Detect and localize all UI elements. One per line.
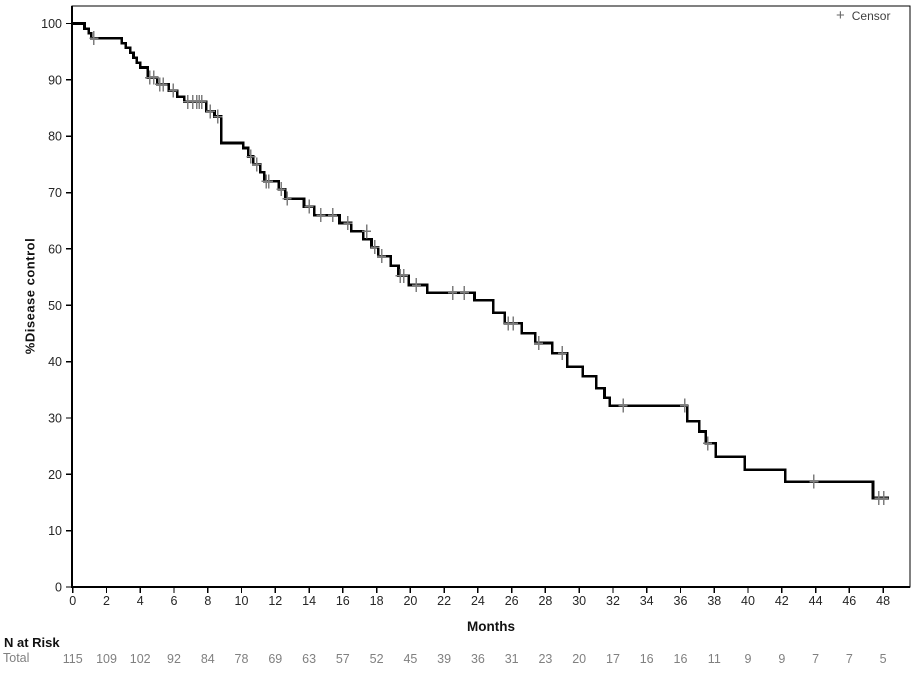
n-at-risk-count: 7 [812,652,819,666]
x-tick-label: 14 [302,594,316,608]
y-tick-label: 40 [48,355,62,369]
x-tick-label: 6 [171,594,178,608]
censor-plus-icon: + [836,7,845,24]
y-tick-label: 80 [48,130,62,144]
n-at-risk-count: 9 [745,652,752,666]
x-tick-label: 8 [204,594,211,608]
x-tick-label: 32 [606,594,620,608]
legend: + Censor [836,7,891,24]
n-at-risk-count: 17 [606,652,620,666]
x-tick-label: 46 [842,594,856,608]
n-at-risk-count: 16 [674,652,688,666]
n-at-risk-count: 78 [235,652,249,666]
x-tick-label: 0 [69,594,76,608]
x-tick-label: 30 [572,594,586,608]
x-tick-label: 2 [103,594,110,608]
n-at-risk-count: 92 [167,652,181,666]
n-at-risk-count: 23 [538,652,552,666]
n-at-risk-count: 16 [640,652,654,666]
n-at-risk-header: N at Risk [4,635,60,650]
n-at-risk-count: 45 [403,652,417,666]
x-tick-label: 28 [538,594,552,608]
n-at-risk-count: 102 [130,652,151,666]
y-tick-label: 50 [48,299,62,313]
x-tick-label: 44 [809,594,823,608]
x-tick-label: 40 [741,594,755,608]
n-at-risk-count: 63 [302,652,316,666]
x-tick-label: 12 [268,594,282,608]
n-at-risk-row-label: Total [3,651,30,665]
x-tick-label: 10 [235,594,249,608]
n-at-risk-count: 11 [708,652,721,666]
y-tick-label: 20 [48,468,62,482]
x-tick-label: 48 [876,594,890,608]
n-at-risk-count: 84 [201,652,215,666]
x-tick-label: 22 [437,594,451,608]
x-tick-label: 26 [505,594,519,608]
x-tick-label: 20 [403,594,417,608]
y-tick-label: 60 [48,242,62,256]
x-tick-label: 4 [137,594,144,608]
n-at-risk-count: 20 [572,652,586,666]
n-at-risk-count: 109 [96,652,117,666]
y-tick-label: 30 [48,412,62,426]
x-tick-label: 16 [336,594,350,608]
legend-censor-label: Censor [851,9,891,23]
x-tick-label: 38 [707,594,721,608]
n-at-risk-count: 5 [880,652,887,666]
y-tick-label: 10 [48,524,62,538]
y-tick-label: 0 [55,581,62,595]
n-at-risk-count: 52 [370,652,384,666]
x-tick-label: 18 [370,594,384,608]
n-at-risk-count: 115 [63,652,83,666]
plot-frame [71,5,911,588]
x-tick-label: 24 [471,594,485,608]
censor-marks [89,31,889,505]
axes [71,6,910,588]
x-tick-label: 42 [775,594,789,608]
y-tick-label: 100 [41,17,62,31]
n-at-risk-count: 57 [336,652,350,666]
x-tick-label: 34 [640,594,654,608]
n-at-risk-count: 69 [268,652,282,666]
n-at-risk-count: 7 [846,652,853,666]
n-at-risk-count: 36 [471,652,485,666]
y-tick-label: 70 [48,186,62,200]
x-axis-title: Months [467,619,515,634]
n-at-risk-count: 39 [437,652,451,666]
n-at-risk-count: 31 [505,652,519,666]
x-tick-label: 36 [674,594,688,608]
y-tick-label: 90 [48,73,62,87]
n-at-risk-count: 9 [778,652,785,666]
y-axis-title: %Disease control [22,237,38,355]
survival-curve [72,22,889,500]
